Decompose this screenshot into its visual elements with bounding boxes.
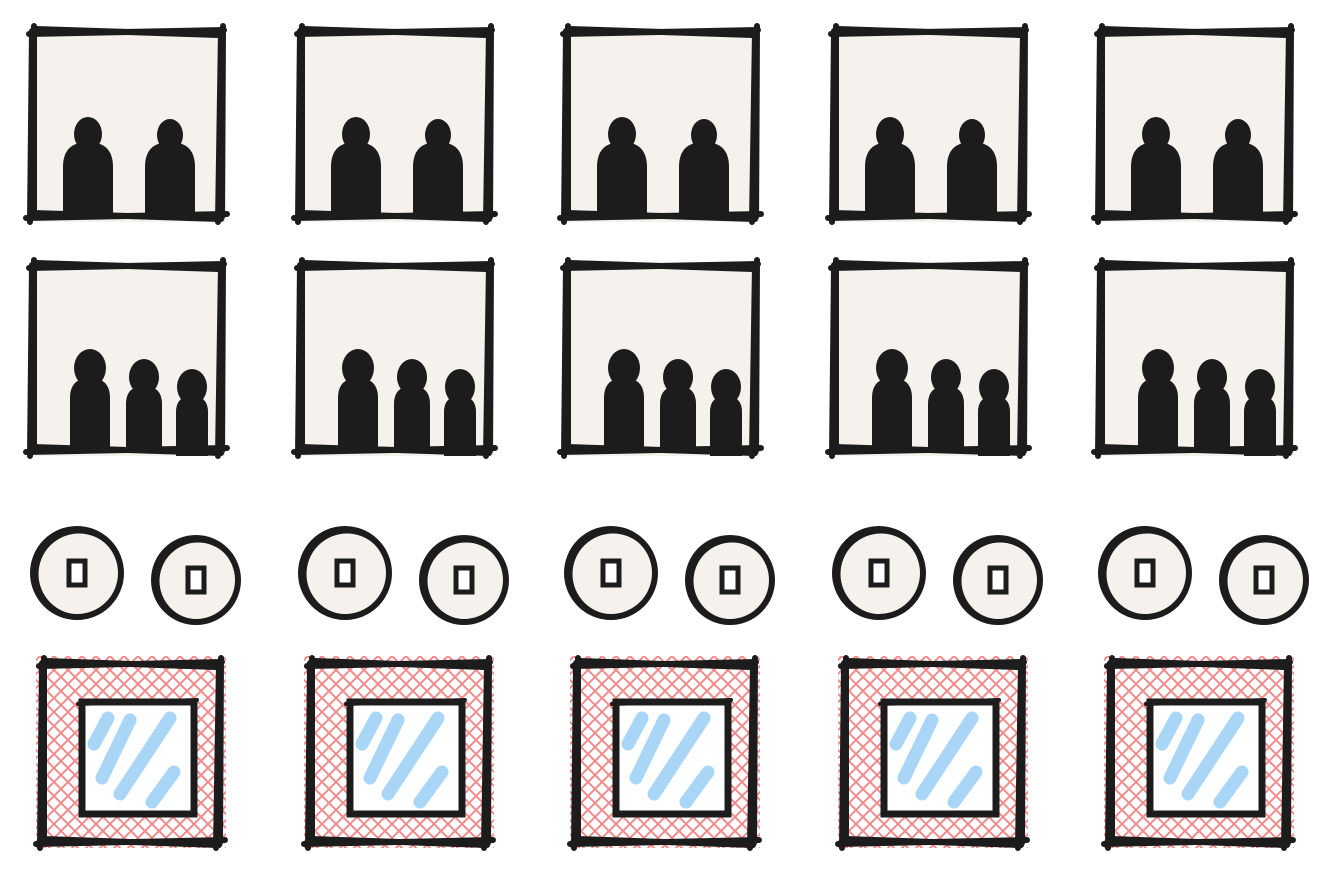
socket-icon [564, 526, 775, 625]
socket-icon [30, 526, 241, 625]
three-people-icon [1091, 257, 1298, 459]
window-icon [33, 655, 228, 851]
window-icon [1101, 655, 1296, 851]
window-icon [567, 655, 762, 851]
two-people-icon [557, 23, 764, 225]
two-people-icon [825, 23, 1032, 225]
window-icon [301, 655, 496, 851]
three-people-icon [291, 257, 498, 459]
socket-icon [832, 526, 1043, 625]
three-people-icon [557, 257, 764, 459]
socket-icon [298, 526, 509, 625]
two-people-icon [1091, 23, 1298, 225]
three-people-icon [23, 257, 230, 459]
socket-icon [1098, 526, 1309, 625]
window-icon [835, 655, 1030, 851]
two-people-icon [23, 23, 230, 225]
three-people-icon [825, 257, 1032, 459]
two-people-icon [291, 23, 498, 225]
